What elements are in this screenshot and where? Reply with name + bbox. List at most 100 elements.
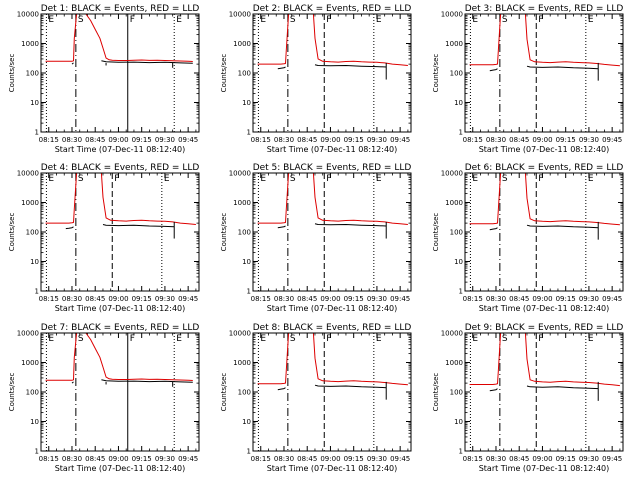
x-tick-label: 08:30 [62, 136, 82, 144]
y-tick-label: 1000 [445, 199, 463, 207]
y-tick-label: 10 [30, 99, 39, 107]
y-axis-label: Counts/sec [220, 213, 228, 252]
y-tick-label: 10 [242, 418, 251, 426]
y-tick-label: 100 [26, 229, 39, 237]
y-tick-label: 1 [35, 448, 39, 456]
marker-label-1: S [290, 15, 296, 25]
x-tick-label: 08:45 [297, 295, 317, 303]
plot-area [257, 333, 408, 451]
panel-title: Det 3: BLACK = Events, RED = LLD [465, 4, 624, 14]
x-tick-label: 08:15 [251, 455, 271, 463]
x-tick-label: 09:30 [155, 455, 175, 463]
y-tick-label: 10 [242, 258, 251, 266]
x-tick-label: 09:45 [178, 455, 198, 463]
x-tick-label: 08:15 [463, 136, 483, 144]
series-lld-line-2 [45, 333, 193, 381]
plot-area [45, 14, 193, 132]
panel-title: Det 2: BLACK = Events, RED = LLD [253, 4, 412, 14]
series-events-line-0 [71, 381, 74, 384]
marker-label-3: E [588, 334, 594, 344]
x-axis-label: Start Time (07-Dec-11 08:12:40) [55, 304, 186, 313]
series-lld-line-2 [469, 14, 620, 67]
x-axis-label: Start Time (07-Dec-11 08:12:40) [55, 145, 186, 154]
x-tick-label: 09:00 [320, 136, 340, 144]
x-tick-label: 09:30 [155, 136, 175, 144]
plot-area [257, 14, 408, 132]
marker-label-1: S [78, 334, 84, 344]
y-tick-label: 100 [26, 70, 39, 78]
x-tick-label: 09:30 [367, 455, 387, 463]
x-tick-label: 09:15 [556, 295, 576, 303]
y-axis-label: Counts/sec [220, 54, 228, 93]
y-tick-label: 1000 [21, 199, 39, 207]
x-tick-label: 09:30 [367, 295, 387, 303]
x-tick-label: 09:45 [602, 136, 622, 144]
y-axis-label: Counts/sec [220, 373, 228, 412]
x-tick-label: 09:00 [320, 295, 340, 303]
x-tick-label: 08:15 [251, 136, 271, 144]
x-axis-label: Start Time (07-Dec-11 08:12:40) [479, 145, 610, 154]
y-tick-label: 10000 [229, 170, 251, 178]
series-events-line-0 [277, 66, 286, 70]
plot-area [469, 333, 620, 451]
y-tick-label: 10 [454, 258, 463, 266]
plot-frame [40, 172, 200, 292]
y-tick-label: 10 [454, 99, 463, 107]
x-tick-label: 09:30 [579, 455, 599, 463]
y-tick-label: 10 [30, 258, 39, 266]
y-tick-label: 1000 [233, 359, 251, 367]
series-lld-line-2 [257, 333, 408, 386]
x-tick-label: 09:45 [178, 295, 198, 303]
series-lld-line-2 [45, 14, 193, 62]
series-lld-line-2 [257, 173, 408, 225]
series-events-line-1 [314, 223, 387, 227]
plot-frame [40, 332, 200, 452]
y-tick-label: 10000 [441, 11, 463, 19]
marker-label-3: E [376, 15, 382, 25]
x-tick-label: 08:45 [85, 295, 105, 303]
x-axis-label: Start Time (07-Dec-11 08:12:40) [479, 464, 610, 473]
x-tick-label: 08:15 [463, 295, 483, 303]
panel-det-3: Det 3: BLACK = Events, RED = LLD 1 10 100 10… [432, 4, 624, 154]
y-axis-label: Counts/sec [432, 213, 440, 252]
plot-frame [464, 172, 624, 292]
series-events-line-1 [314, 384, 387, 389]
series-events-line-1 [101, 379, 193, 383]
panel-det-5: Det 5: BLACK = Events, RED = LLD 1 10 100 10… [220, 163, 412, 313]
panel-title: Det 7: BLACK = Events, RED = LLD [41, 323, 200, 333]
x-tick-label: 09:30 [367, 136, 387, 144]
marker-label-1: S [290, 334, 296, 344]
series-lld-line-2 [469, 333, 620, 387]
x-tick-label: 09:45 [390, 136, 410, 144]
y-tick-label: 1000 [445, 40, 463, 48]
marker-label-0: E [472, 334, 478, 344]
x-tick-label: 08:45 [509, 455, 529, 463]
x-tick-label: 08:30 [274, 295, 294, 303]
series-events-line-0 [277, 225, 286, 229]
y-tick-label: 1000 [21, 40, 39, 48]
series-lld-line-2 [469, 173, 620, 226]
y-tick-label: 1 [35, 129, 39, 137]
series-events-line-1 [101, 60, 193, 64]
marker-label-2: F [130, 334, 135, 344]
x-axis-label: Start Time (07-Dec-11 08:12:40) [267, 464, 398, 473]
x-tick-label: 09:45 [602, 295, 622, 303]
marker-label-3: E [164, 174, 170, 184]
x-tick-label: 09:45 [602, 455, 622, 463]
y-tick-label: 1 [247, 288, 251, 296]
series-events-line-1 [526, 385, 599, 390]
x-tick-label: 09:00 [532, 295, 552, 303]
marker-label-3: E [588, 15, 594, 25]
x-axis-label: Start Time (07-Dec-11 08:12:40) [55, 464, 186, 473]
marker-label-1: S [502, 15, 508, 25]
x-tick-label: 08:30 [62, 455, 82, 463]
x-tick-label: 08:30 [486, 295, 506, 303]
x-tick-label: 08:45 [85, 136, 105, 144]
plot-frame [252, 332, 412, 452]
y-tick-label: 100 [238, 389, 251, 397]
y-axis-label: Counts/sec [8, 213, 16, 252]
panel-title: Det 6: BLACK = Events, RED = LLD [465, 163, 624, 173]
y-tick-label: 100 [450, 229, 463, 237]
plot-area [257, 173, 408, 291]
y-tick-label: 10 [242, 99, 251, 107]
